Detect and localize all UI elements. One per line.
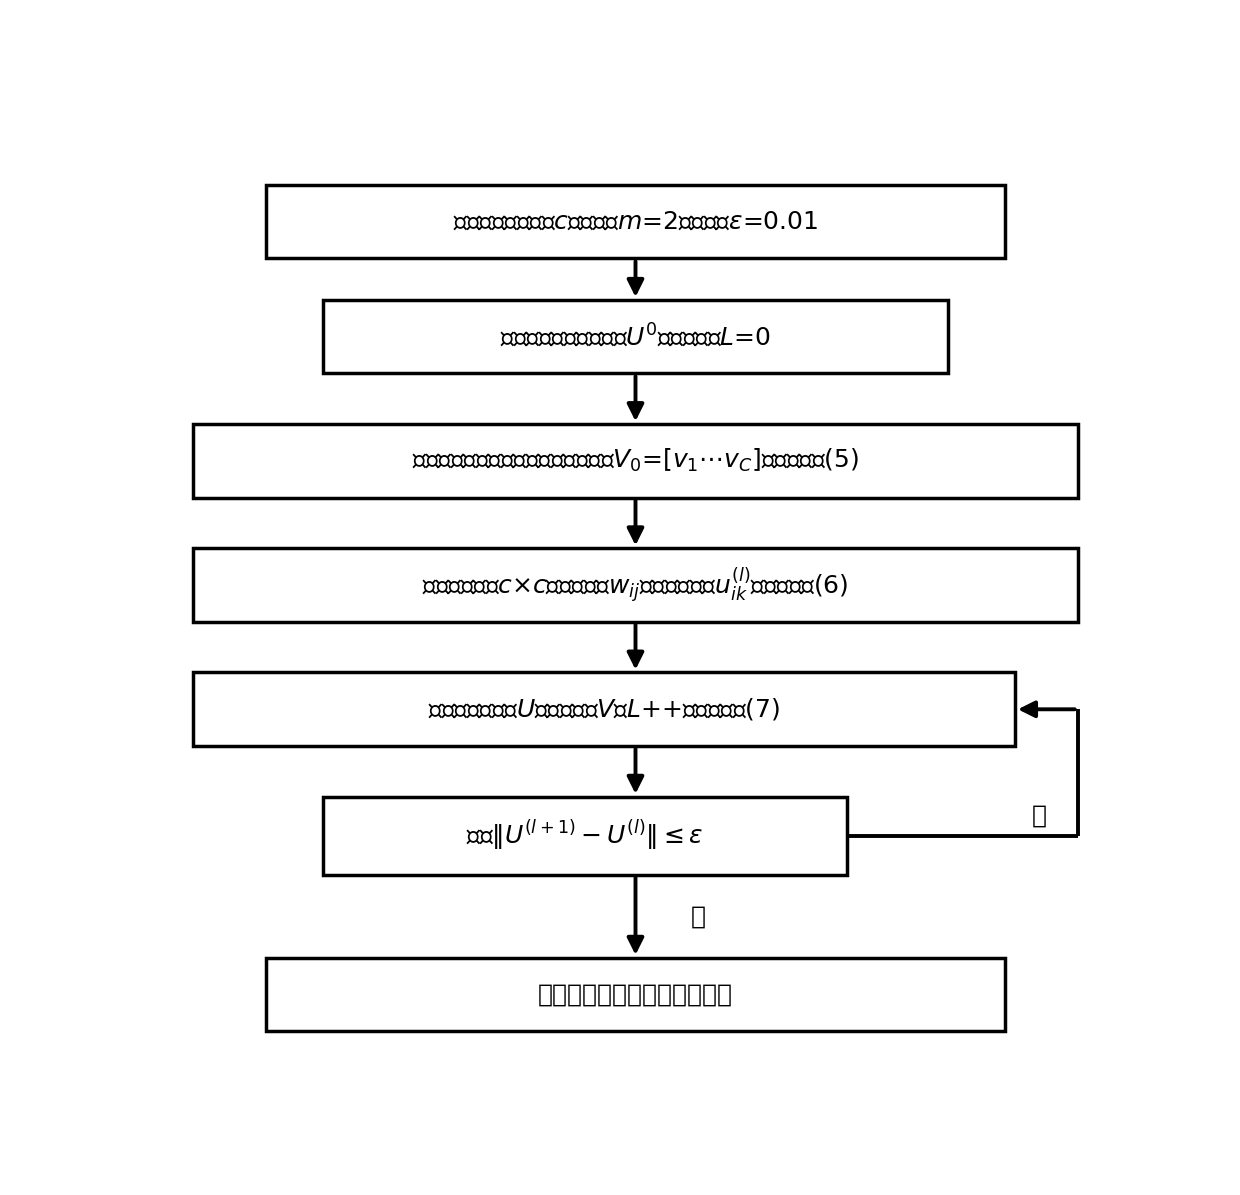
Text: 随机初始化隶属度矩阵$U^{0}$，迭代步数$L$=0: 随机初始化隶属度矩阵$U^{0}$，迭代步数$L$=0 [500,323,771,350]
FancyBboxPatch shape [193,673,1016,746]
Text: 否: 否 [1032,803,1047,827]
FancyBboxPatch shape [324,797,847,875]
Text: 是: 是 [691,905,706,929]
Text: 迭代终止，按隶属度大小分类: 迭代终止，按隶属度大小分类 [538,982,733,1006]
Text: 初始化参数：类别$c$，模糊度$m$=2，收敛值$\varepsilon$=0.01: 初始化参数：类别$c$，模糊度$m$=2，收敛值$\varepsilon$=0.… [453,209,818,233]
FancyBboxPatch shape [193,549,1078,621]
FancyBboxPatch shape [193,424,1078,497]
Text: 计算$\|U^{(l+1)}-U^{(l)}\|$$\leq$$\varepsilon$: 计算$\|U^{(l+1)}-U^{(l)}\|$$\leq$$\varepsi… [466,819,704,853]
FancyBboxPatch shape [324,300,947,373]
Text: 区间划分，灰度均值为初始聚类中心$V_{0}$=$[v_{1}\cdots v_{C}]$，参考公式(5): 区间划分，灰度均值为初始聚类中心$V_{0}$=$[v_{1}\cdots v_… [412,447,859,474]
Text: 更新隶属度矩阵$U$和聚类中心$V$，$L$++，参考公式(7): 更新隶属度矩阵$U$和聚类中心$V$，$L$++，参考公式(7) [428,697,780,722]
FancyBboxPatch shape [265,957,1006,1031]
FancyBboxPatch shape [265,185,1006,258]
Text: 计算中心像元$c$$\times$$c$邻域相似权$w_{ij}$，调整隶属度$u_{ik}^{(l)}$，参考公式(6): 计算中心像元$c$$\times$$c$邻域相似权$w_{ij}$，调整隶属度$… [423,565,848,605]
